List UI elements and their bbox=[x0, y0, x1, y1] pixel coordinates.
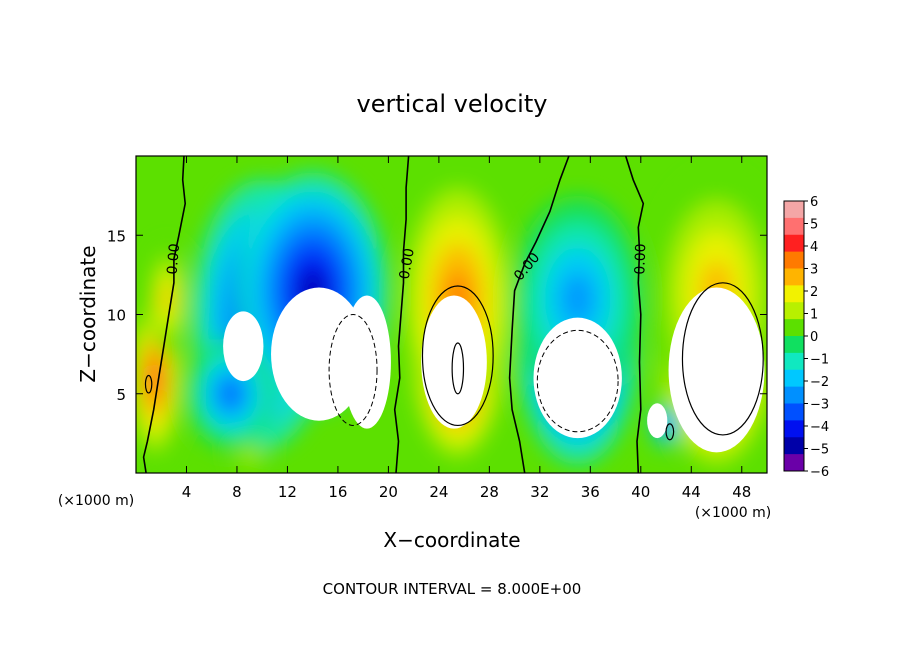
colorbar-swatch-14 bbox=[784, 437, 804, 455]
x-axis-unit-right: (×1000 m) bbox=[695, 505, 771, 521]
y-axis: 5 10 15 bbox=[107, 227, 767, 404]
colorbar-swatch-8 bbox=[784, 336, 804, 354]
x-axis-unit-left: (×1000 m) bbox=[58, 493, 134, 509]
y-axis-label: Z−coordinate bbox=[76, 245, 100, 382]
y-tick-label-0: 5 bbox=[116, 386, 126, 404]
saturated-region-6 bbox=[647, 403, 668, 439]
colorbar-label-5: 1 bbox=[810, 308, 818, 323]
contour-label-0: 0.00 bbox=[165, 243, 184, 275]
colorbar-swatch-12 bbox=[784, 403, 804, 421]
x-tick-label-8: 36 bbox=[581, 483, 600, 501]
colorbar-label-3: 3 bbox=[810, 263, 818, 278]
chart-title: vertical velocity bbox=[357, 90, 548, 118]
colorbar-swatch-3 bbox=[784, 251, 804, 269]
velocity-cell-12-level-1 bbox=[240, 449, 260, 466]
saturated-regions bbox=[223, 287, 765, 453]
velocity-cell-4-level-4 bbox=[221, 382, 240, 405]
positive-contour-2 bbox=[681, 282, 764, 436]
x-tick-label-6: 28 bbox=[480, 483, 499, 501]
positive-contour-1 bbox=[451, 342, 465, 395]
x-tick-label-4: 20 bbox=[379, 483, 398, 501]
colorbar-label-8: −2 bbox=[810, 375, 829, 390]
positive-contour-4 bbox=[665, 423, 675, 441]
colorbar-swatch-5 bbox=[784, 285, 804, 303]
colorbar-swatch-9 bbox=[784, 352, 804, 371]
colorbar-label-2: 4 bbox=[810, 240, 818, 255]
x-tick-label-1: 8 bbox=[232, 483, 242, 501]
positive-contour-3 bbox=[144, 374, 153, 394]
x-tick-label-11: 48 bbox=[732, 483, 751, 501]
zero-contour-0 bbox=[142, 156, 187, 473]
contour-label-3: 0.00 bbox=[632, 243, 649, 275]
colorbar-label-9: −3 bbox=[810, 398, 829, 413]
velocity-cell-8-level-3 bbox=[561, 272, 595, 325]
contour-lines bbox=[142, 156, 764, 473]
plot-area: 0.00 0.00 0.00 0.00 bbox=[135, 155, 768, 474]
zero-contour-1 bbox=[393, 156, 410, 473]
colorbar: 6 5 4 3 2 1 0 −1 −2 −3 −4 −5 −6 bbox=[783, 195, 829, 480]
colorbar-label-12: −6 bbox=[810, 465, 829, 480]
y-tick-label-1: 10 bbox=[107, 307, 126, 325]
colorbar-swatch-0 bbox=[784, 201, 804, 219]
colorbar-label-11: −5 bbox=[810, 443, 829, 458]
contour-labels: 0.00 0.00 0.00 0.00 bbox=[165, 243, 650, 284]
colorbar-swatch-7 bbox=[784, 319, 804, 337]
negative-contour-1 bbox=[536, 329, 619, 433]
x-tick-label-7: 32 bbox=[530, 483, 549, 501]
negative-contour-0 bbox=[328, 314, 378, 426]
saturated-region-3 bbox=[421, 295, 487, 429]
x-axis-label: X−coordinate bbox=[383, 528, 520, 552]
colorbar-swatch-2 bbox=[784, 234, 804, 253]
colorbar-label-1: 5 bbox=[810, 218, 818, 233]
colorbar-swatch-4 bbox=[784, 268, 804, 286]
x-tick-label-2: 12 bbox=[278, 483, 297, 501]
saturated-region-0 bbox=[223, 311, 264, 382]
colorbar-swatch-10 bbox=[784, 369, 804, 388]
positive-contour-0 bbox=[421, 285, 494, 427]
colorbar-label-7: −1 bbox=[810, 353, 829, 368]
x-tick-label-9: 40 bbox=[631, 483, 650, 501]
contour-label-1: 0.00 bbox=[397, 247, 418, 280]
x-tick-label-3: 16 bbox=[328, 483, 347, 501]
colorbar-label-6: 0 bbox=[810, 330, 818, 345]
colorbar-swatch-13 bbox=[784, 420, 804, 438]
x-tick-label-5: 24 bbox=[429, 483, 448, 501]
colorbar-swatch-11 bbox=[784, 386, 804, 404]
colorbar-label-0: 6 bbox=[810, 195, 818, 210]
saturated-region-4 bbox=[533, 317, 622, 439]
colorbar-swatch-1 bbox=[784, 217, 804, 236]
contour-interval-note: CONTOUR INTERVAL = 8.000E+00 bbox=[323, 580, 582, 598]
saturated-region-2 bbox=[342, 295, 391, 429]
saturated-region-1 bbox=[271, 287, 367, 421]
colorbar-swatch-6 bbox=[784, 302, 804, 320]
x-axis: 4 8 12 16 20 24 28 32 36 40 44 48 bbox=[182, 156, 751, 501]
saturated-region-5 bbox=[668, 287, 765, 453]
zero-contour-2 bbox=[508, 156, 570, 473]
zero-contour-3 bbox=[624, 156, 645, 473]
y-tick-label-2: 15 bbox=[107, 227, 126, 245]
x-tick-label-0: 4 bbox=[182, 483, 192, 501]
x-tick-label-10: 44 bbox=[682, 483, 701, 501]
colorbar-swatch-15 bbox=[784, 454, 804, 472]
colorbar-label-10: −4 bbox=[810, 420, 829, 435]
colorbar-label-4: 2 bbox=[810, 285, 818, 300]
